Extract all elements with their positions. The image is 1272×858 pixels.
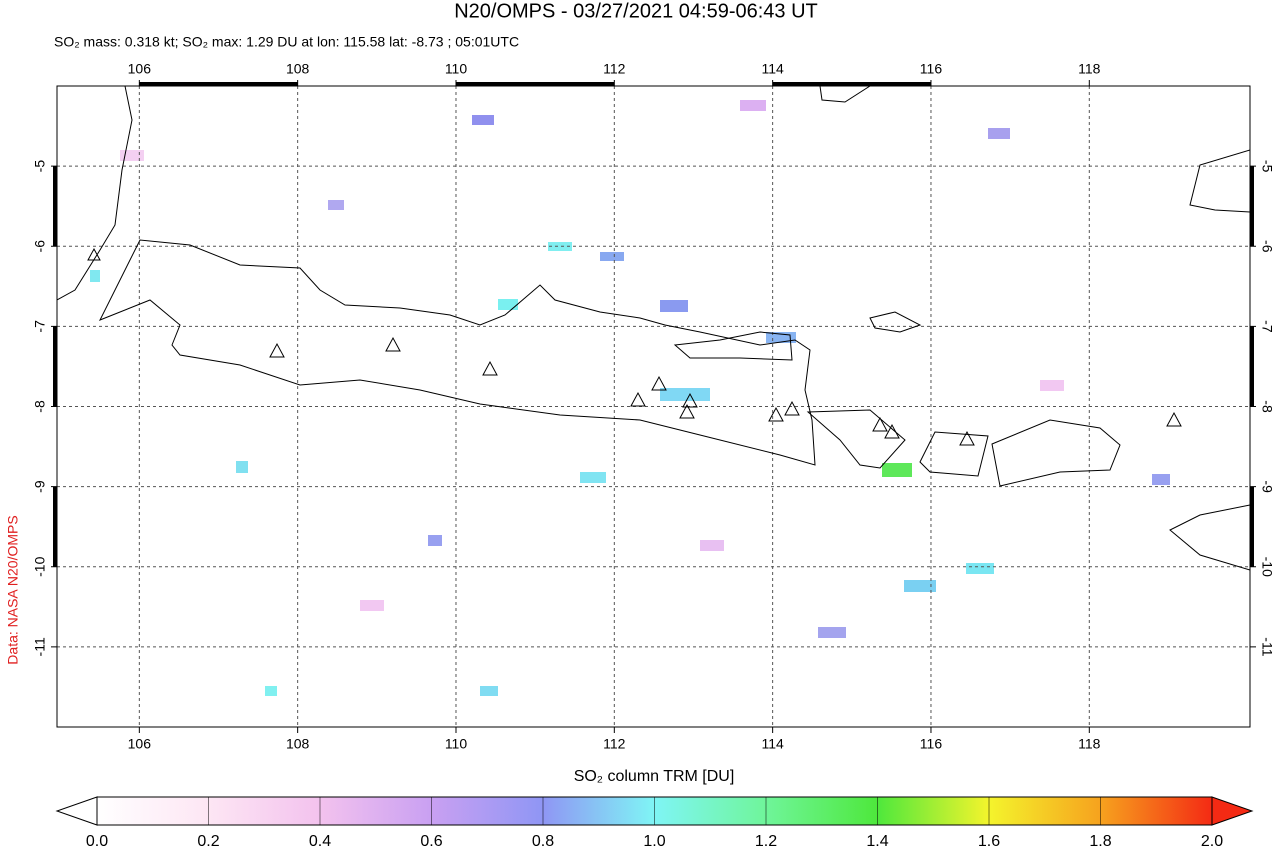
colorbar-label: SO₂ column TRM [DU] bbox=[574, 768, 735, 785]
coastline-bali bbox=[806, 409, 906, 469]
coastline-kangean bbox=[869, 311, 922, 333]
subtitle: SO₂ mass: 0.318 kt; SO₂ max: 1.29 DU at … bbox=[54, 34, 519, 50]
colorbar-tick-label: 0.2 bbox=[197, 833, 219, 850]
colorbar-tick-label: 0.0 bbox=[86, 833, 108, 850]
so2-pixel bbox=[236, 461, 248, 473]
x-tick-label-bottom: 118 bbox=[1078, 736, 1101, 752]
so2-pixel bbox=[120, 150, 144, 161]
frame-band bbox=[53, 326, 57, 407]
frame-band bbox=[53, 166, 57, 247]
frame-band bbox=[455, 82, 615, 86]
so2-pixel bbox=[700, 540, 724, 551]
y-tick-label-right: -10 bbox=[1259, 557, 1272, 577]
coastline-java bbox=[98, 239, 816, 466]
colorbar-tick-label: 1.4 bbox=[866, 833, 888, 850]
coastline-sumba bbox=[1169, 504, 1250, 571]
so2-pixel bbox=[90, 270, 100, 282]
x-tick-label-top: 112 bbox=[603, 61, 626, 77]
colorbar-tick-label: 0.4 bbox=[309, 833, 331, 850]
volcanoes bbox=[87, 247, 1182, 446]
so2-pixel bbox=[600, 252, 624, 261]
frame-band bbox=[53, 486, 57, 567]
x-tick-label-top: 110 bbox=[445, 61, 468, 77]
so2-pixel bbox=[580, 472, 606, 483]
frame-band bbox=[772, 82, 931, 86]
y-tick-label-right: -6 bbox=[1259, 240, 1272, 253]
x-tick-label-bottom: 108 bbox=[286, 736, 310, 752]
so2-pixel bbox=[740, 100, 766, 111]
so2-pixel bbox=[428, 535, 442, 546]
x-tick-label-top: 114 bbox=[761, 61, 784, 77]
coastline-sumbawa bbox=[991, 419, 1121, 487]
colorbar-tick-label: 1.6 bbox=[978, 833, 1000, 850]
so2-pixel bbox=[498, 299, 518, 310]
x-tick-label-bottom: 110 bbox=[445, 736, 468, 752]
coastline-lombok bbox=[919, 431, 989, 477]
colorbar-tick-label: 1.8 bbox=[1089, 833, 1111, 850]
so2-pixel bbox=[328, 200, 344, 210]
x-tick-label-bottom: 114 bbox=[761, 736, 784, 752]
frame-band bbox=[1250, 326, 1254, 407]
volcano-markers bbox=[87, 247, 1182, 446]
side-label: Data: NASA N20/OMPS bbox=[5, 515, 21, 664]
coastline-sumatra bbox=[57, 86, 133, 301]
y-tick-label-right: -9 bbox=[1259, 480, 1272, 493]
colorbar-under-arrow bbox=[55, 796, 98, 826]
so2-pixel bbox=[818, 627, 846, 638]
x-tick-label-top: 116 bbox=[920, 61, 943, 77]
y-tick-label-left: -10 bbox=[32, 556, 48, 576]
coastline-madura bbox=[673, 331, 793, 361]
y-tick-label-left: -8 bbox=[32, 400, 48, 413]
frame-band bbox=[139, 82, 298, 86]
y-tick-label-right: -7 bbox=[1259, 320, 1272, 333]
colorbar-over-arrow bbox=[1211, 796, 1254, 826]
y-tick-label-left: -11 bbox=[32, 637, 48, 656]
colorbar: 0.0 0.2 0.4 0.6 0.8 1.0 1.2 1.4 1.6 1.8 2.0 bbox=[55, 796, 1254, 850]
so2-pixel bbox=[766, 332, 796, 343]
x-tick-label-bottom: 112 bbox=[603, 736, 626, 752]
colorbar-tick-label: 0.8 bbox=[532, 833, 554, 850]
grid bbox=[57, 86, 1250, 727]
so2-pixel bbox=[660, 300, 688, 312]
x-tick-label-top: 106 bbox=[128, 61, 152, 77]
colorbar-tick-label: 2.0 bbox=[1201, 833, 1223, 850]
x-tick-label-top: 118 bbox=[1078, 61, 1101, 77]
frame-band bbox=[1250, 486, 1254, 567]
so2-pixel bbox=[966, 563, 994, 574]
so2-pixel bbox=[988, 128, 1010, 139]
y-tick-label-left: -7 bbox=[32, 320, 48, 333]
map-area bbox=[56, 85, 1251, 728]
so2-pixel bbox=[265, 686, 277, 696]
so2-pixel bbox=[1040, 380, 1064, 391]
colorbar-tick-label: 1.2 bbox=[755, 833, 777, 850]
x-tick-label-bottom: 106 bbox=[128, 736, 152, 752]
frame-band bbox=[1250, 166, 1254, 247]
y-tick-label-right: -11 bbox=[1259, 637, 1272, 656]
so2-pixel bbox=[904, 580, 936, 592]
so2-pixel bbox=[472, 115, 494, 125]
so2-pixel bbox=[360, 600, 384, 611]
coastline-sulawesi bbox=[1189, 149, 1250, 213]
so2-pixel bbox=[882, 463, 912, 477]
coastline-borneo bbox=[819, 86, 871, 103]
x-tick-label-bottom: 116 bbox=[920, 736, 943, 752]
colorbar-tick-label: 0.6 bbox=[420, 833, 442, 850]
y-tick-label-left: -6 bbox=[32, 240, 48, 253]
y-tick-label-right: -8 bbox=[1259, 400, 1272, 413]
so2-pixels bbox=[90, 100, 1170, 696]
colorbar-tick-label: 1.0 bbox=[643, 833, 665, 850]
coastlines bbox=[57, 86, 1250, 571]
so2-pixel bbox=[660, 388, 710, 401]
so2-pixel bbox=[480, 686, 498, 696]
so2-pixel bbox=[1152, 474, 1170, 485]
x-tick-label-top: 108 bbox=[286, 61, 310, 77]
title: N20/OMPS - 03/27/2021 04:59-06:43 UT bbox=[454, 0, 818, 22]
so2-pixel bbox=[548, 242, 572, 251]
y-tick-label-left: -5 bbox=[32, 160, 48, 173]
y-tick-label-right: -5 bbox=[1259, 160, 1272, 173]
y-tick-label-left: -9 bbox=[32, 480, 48, 493]
